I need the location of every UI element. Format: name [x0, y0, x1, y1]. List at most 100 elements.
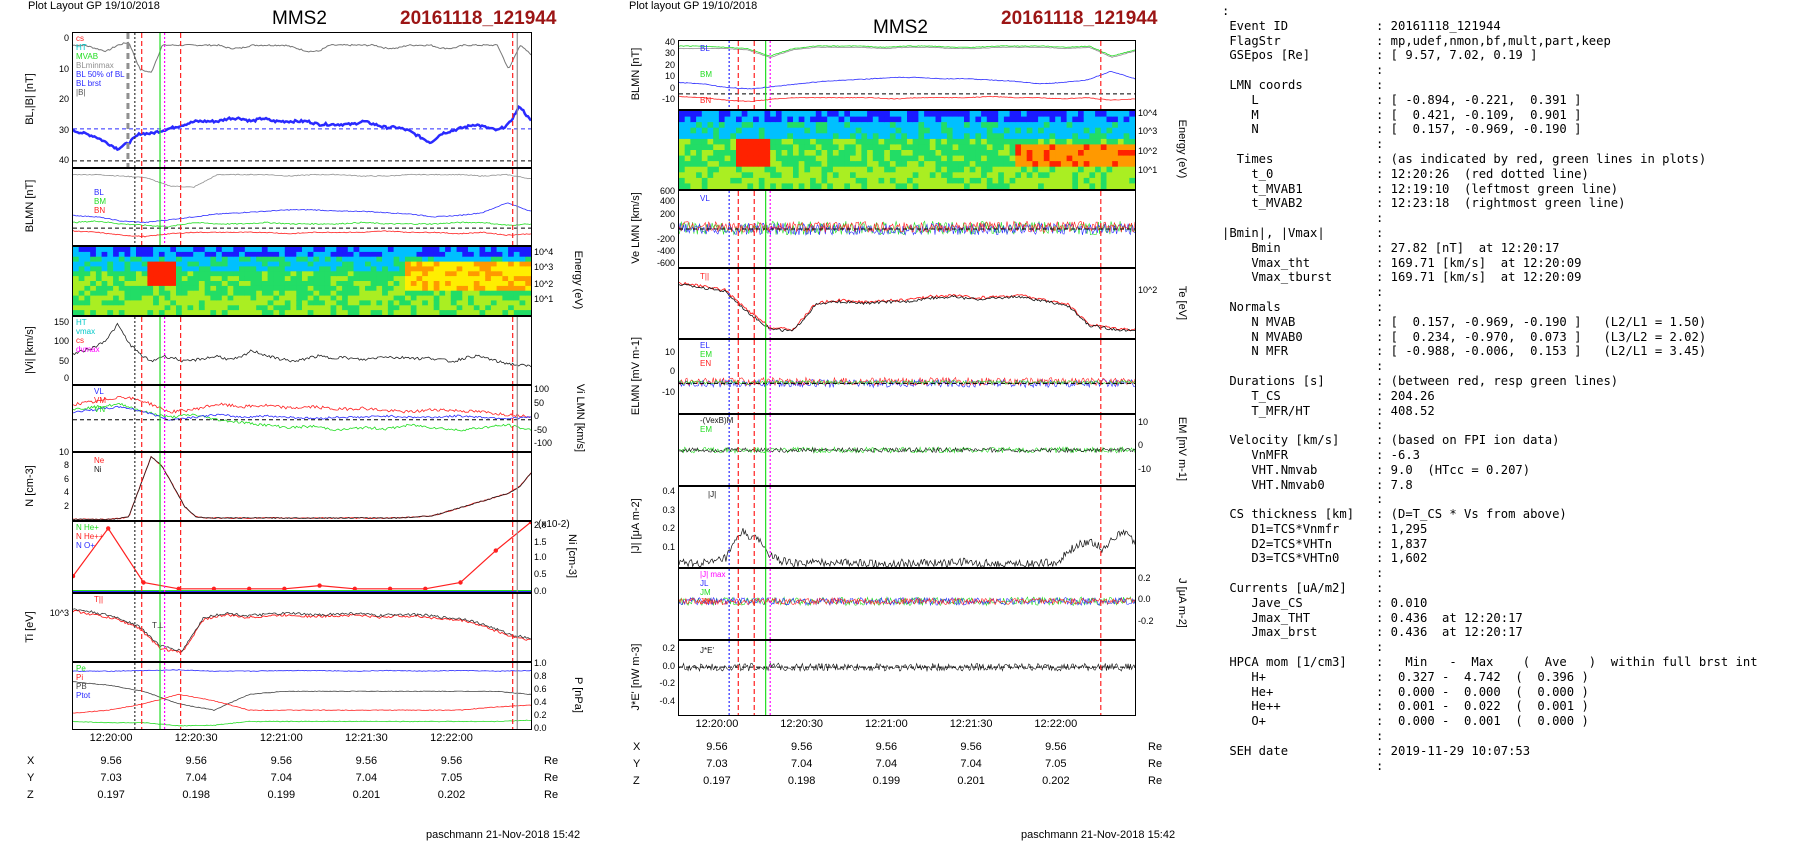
spectrogram-cell [101, 276, 108, 282]
y-tick-label: -10 [661, 94, 675, 105]
spectrogram-cell [1072, 144, 1079, 151]
spectrogram-cell [147, 281, 154, 287]
spectrogram-cell [690, 155, 697, 162]
spectrogram-cell [1055, 161, 1062, 168]
summary-value: : 408.52 [1376, 403, 1435, 418]
spectrogram-cell [929, 183, 936, 189]
spectrogram-cell [490, 290, 498, 297]
spectrogram-cell [490, 295, 498, 301]
spectrogram-cell [924, 116, 931, 123]
spectrogram-cell [204, 251, 211, 258]
spectrogram-cell [95, 271, 103, 277]
spectrogram-cell [679, 150, 686, 157]
spectrogram-cell [764, 155, 771, 162]
spectrogram-cell [279, 285, 286, 292]
panel-L8 [72, 593, 532, 662]
legend-entry: T⊥ [152, 621, 164, 630]
spectrogram-cell [216, 295, 223, 301]
spectrogram-cell [525, 251, 531, 258]
spectrogram-cell [758, 127, 765, 134]
spectrogram-cell [376, 285, 383, 292]
spectrogram-cell [1083, 172, 1090, 179]
spectrogram-cell [302, 281, 309, 287]
spectrogram-cell [855, 127, 862, 134]
spectrogram-cell [1100, 111, 1107, 118]
legend-entry: VM [94, 396, 106, 405]
legend: J*E' [700, 646, 714, 655]
spectrogram-cell [975, 172, 982, 179]
spectrogram-cell [84, 281, 91, 287]
spectrogram-cell [84, 266, 91, 272]
spectrogram-cell [679, 133, 686, 140]
spectrogram-cell [336, 261, 343, 267]
spectrogram-cell [781, 111, 788, 118]
coord-value: 7.04 [960, 758, 982, 770]
spectrogram-cell [861, 127, 868, 134]
spectrogram-cell [233, 281, 240, 287]
spectrogram-cell [147, 266, 154, 272]
spectrogram-cell [918, 172, 925, 179]
y-tick-label: 50 [58, 355, 69, 366]
spectrogram-cell [844, 166, 851, 173]
summary-value: : [1376, 63, 1384, 78]
y-tick-label: 0.0 [534, 722, 547, 733]
spectrogram-cell [1049, 155, 1056, 162]
spectrogram-cell [736, 155, 743, 162]
spectrogram-cell [821, 177, 828, 184]
summary-row: Jmax_brst: 0.436 at 12:20:17 [1222, 625, 1758, 640]
spectrogram-cell [468, 271, 475, 277]
spectrogram-cell [324, 266, 332, 272]
spectrogram-cell [118, 271, 125, 277]
spectrogram-cell [78, 300, 85, 306]
spectrogram-cell [1060, 183, 1068, 189]
spectrogram-cell [924, 172, 931, 179]
spectrogram-cell [884, 166, 891, 173]
spectrogram-cell [496, 276, 503, 282]
spectrogram-cell [239, 256, 246, 263]
spectrogram-cell [969, 138, 976, 145]
spectrogram-cell [701, 150, 708, 157]
spectrogram-cell [707, 111, 714, 118]
spectrogram-cell [1055, 138, 1062, 145]
spectrogram-cell [696, 116, 703, 123]
spectrogram-cell [1112, 116, 1119, 123]
spectrogram-cell [107, 295, 114, 301]
spectrogram-cell [895, 122, 902, 129]
summary-key: N [1222, 122, 1259, 137]
spectrogram-cell [519, 266, 526, 272]
spectrogram-cell [462, 271, 469, 277]
y-axis-label: J*E' [nW m-3] [630, 643, 642, 711]
y-tick-label: 10 [58, 64, 69, 75]
spectrogram-cell [975, 161, 982, 168]
spectrogram-cell [815, 116, 822, 123]
spectrogram-cell [1123, 138, 1130, 145]
spectrogram-cell [330, 285, 337, 292]
spectrogram-cell [878, 172, 885, 179]
summary-key: t_0 [1222, 166, 1274, 181]
spectrogram-cell [233, 271, 240, 277]
legend-entry: N He++ [76, 532, 104, 541]
bn-line [679, 95, 1135, 102]
spectrogram-cell [724, 127, 731, 134]
spectrogram-cell [353, 266, 360, 272]
spectrogram-cell [918, 177, 925, 184]
spectrogram-cell [969, 172, 976, 179]
spectrogram-cell [382, 266, 389, 272]
header-left: Plot Layout GP 19/10/2018 [28, 0, 160, 12]
spectrogram-cell [468, 281, 475, 287]
spectrogram-cell [359, 266, 366, 272]
summary-row: N MVAB0: [ 0.234, -0.970, 0.073 ] (L3/L2… [1222, 330, 1758, 345]
spectrogram-cell [718, 177, 726, 184]
spectrogram-cell [405, 281, 412, 287]
spectrogram-cell [1021, 138, 1028, 145]
summary-row: Times: (as indicated by red, green lines… [1222, 152, 1758, 167]
spectrogram-cell [176, 266, 183, 272]
spectrogram-cell [170, 295, 177, 301]
spectrogram-cell [302, 271, 309, 277]
spectrogram-cell [696, 183, 703, 189]
spectrogram-cell [221, 285, 228, 292]
spectrogram-cell [221, 247, 228, 253]
spectrogram-cell [319, 271, 326, 277]
spectrogram-cell [701, 155, 708, 162]
spectrogram-cell [929, 122, 936, 129]
